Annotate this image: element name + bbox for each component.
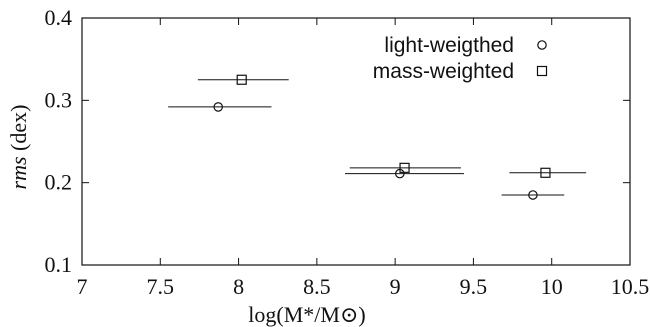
x-tick-label: 7 (77, 274, 88, 299)
legend: light-weigthed mass-weighted (373, 34, 548, 83)
x-tick-label: 8.5 (303, 274, 331, 299)
x-tick-label: 10.5 (611, 274, 650, 299)
legend-square-marker (536, 65, 548, 77)
x-tick-label: 10 (541, 274, 563, 299)
square-point (399, 162, 410, 173)
data-marks (168, 74, 587, 200)
y-axis-label-unit: (dex) (6, 105, 31, 157)
y-tick-label: 0.2 (45, 170, 73, 195)
square-point (540, 167, 551, 178)
square-point (236, 74, 247, 85)
legend-label: light-weigthed (384, 34, 514, 57)
y-axis-label: rms (dex) (6, 105, 31, 190)
circle-point (213, 102, 224, 112)
axis-ticks: 7 7.5 8 8.5 9 9.5 10 10.5 0.1 0.2 0.3 0.4 (45, 5, 650, 299)
x-axis-label: log(M*/M⊙) (248, 302, 365, 327)
plot-frame (81, 17, 631, 266)
y-tick-label: 0.1 (45, 252, 73, 277)
x-tick-label: 9.5 (460, 274, 488, 299)
circle-point (528, 190, 538, 200)
plot-area (81, 17, 631, 266)
x-tick-label: 8 (233, 274, 244, 299)
x-tick-label: 9 (390, 274, 401, 299)
y-axis-label-italic: rms (6, 156, 31, 189)
legend-circle-marker (537, 40, 547, 50)
y-tick-label: 0.3 (45, 87, 73, 112)
legend-label: mass-weighted (373, 60, 514, 83)
x-tick-label: 7.5 (147, 274, 175, 299)
y-tick-label: 0.4 (45, 5, 73, 30)
